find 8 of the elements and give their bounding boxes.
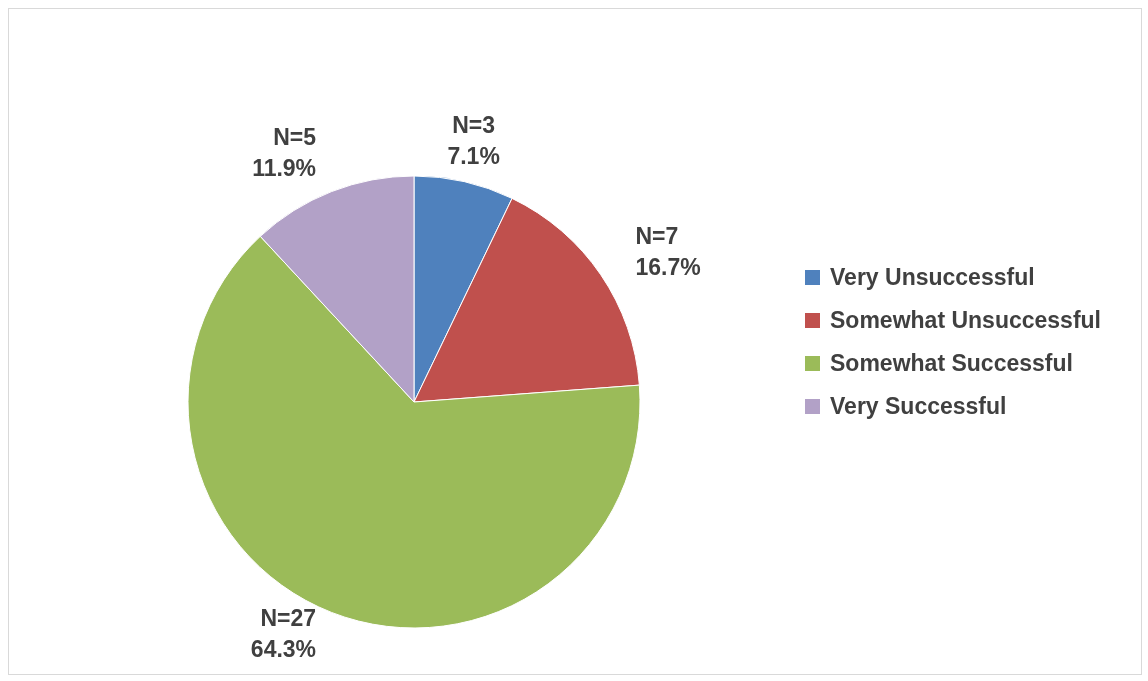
- legend-label: Very Successful: [830, 392, 1007, 420]
- legend-label: Somewhat Unsuccessful: [830, 306, 1101, 334]
- data-label: N=7 16.7%: [635, 222, 701, 280]
- legend-label: Very Unsuccessful: [830, 263, 1035, 291]
- data-label: N=27 64.3%: [250, 605, 317, 662]
- data-label: N=5 11.9%: [252, 124, 317, 182]
- data-label: N=3 7.1%: [447, 112, 500, 170]
- legend-label: Somewhat Successful: [830, 349, 1073, 377]
